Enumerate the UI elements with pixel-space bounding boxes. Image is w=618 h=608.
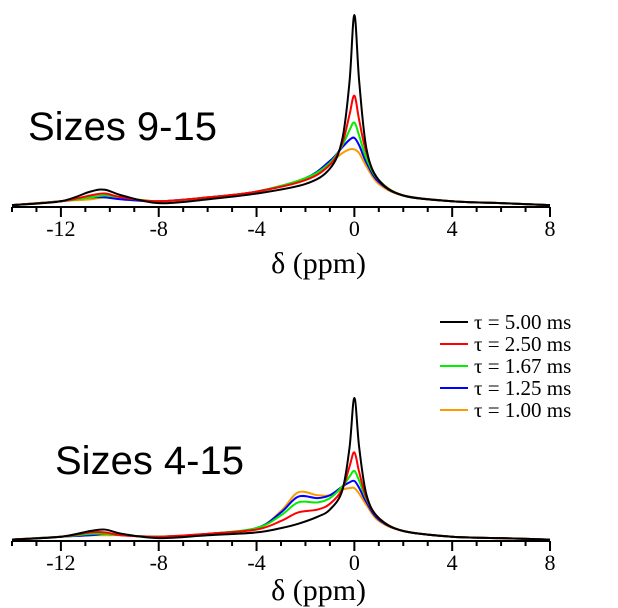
panel-label: Sizes 4-15	[55, 439, 244, 483]
x-axis-label: δ (ppm)	[271, 247, 366, 280]
x-tick-label: -8	[150, 550, 168, 575]
series-group	[11, 396, 551, 541]
x-tick-label: -8	[150, 216, 168, 241]
series-line-0	[11, 396, 551, 541]
legend-label-1: τ = 2.50 ms	[474, 332, 571, 356]
x-tick-label: -12	[46, 216, 75, 241]
x-tick-label: 0	[349, 550, 360, 575]
x-tick-label: 8	[545, 550, 556, 575]
panel-sizes-4-15: Sizes 4-15 -12 -8 -4 0 4 8 δ (ppm)	[11, 396, 556, 607]
legend-label-4: τ = 1.00 ms	[474, 398, 571, 422]
x-tick-label: -4	[247, 550, 265, 575]
x-tick-label: 4	[447, 550, 458, 575]
series-group	[11, 13, 551, 207]
x-tick-label: 8	[545, 216, 556, 241]
legend-label-0: τ = 5.00 ms	[474, 310, 571, 334]
x-tick-label: -12	[46, 550, 75, 575]
x-axis-label: δ (ppm)	[271, 574, 366, 607]
x-tick-label: -4	[247, 216, 265, 241]
x-tick-label: 4	[447, 216, 458, 241]
series-line-0	[11, 13, 551, 207]
x-tick-label: 0	[349, 216, 360, 241]
legend: τ = 5.00 msτ = 2.50 msτ = 1.67 msτ = 1.2…	[440, 310, 571, 422]
panel-sizes-9-15: Sizes 9-15 -12 -8 -4 0 4 8 δ (ppm)	[11, 13, 556, 280]
legend-label-2: τ = 1.67 ms	[474, 354, 571, 378]
legend-label-3: τ = 1.25 ms	[474, 376, 571, 400]
panel-label: Sizes 9-15	[28, 105, 217, 149]
